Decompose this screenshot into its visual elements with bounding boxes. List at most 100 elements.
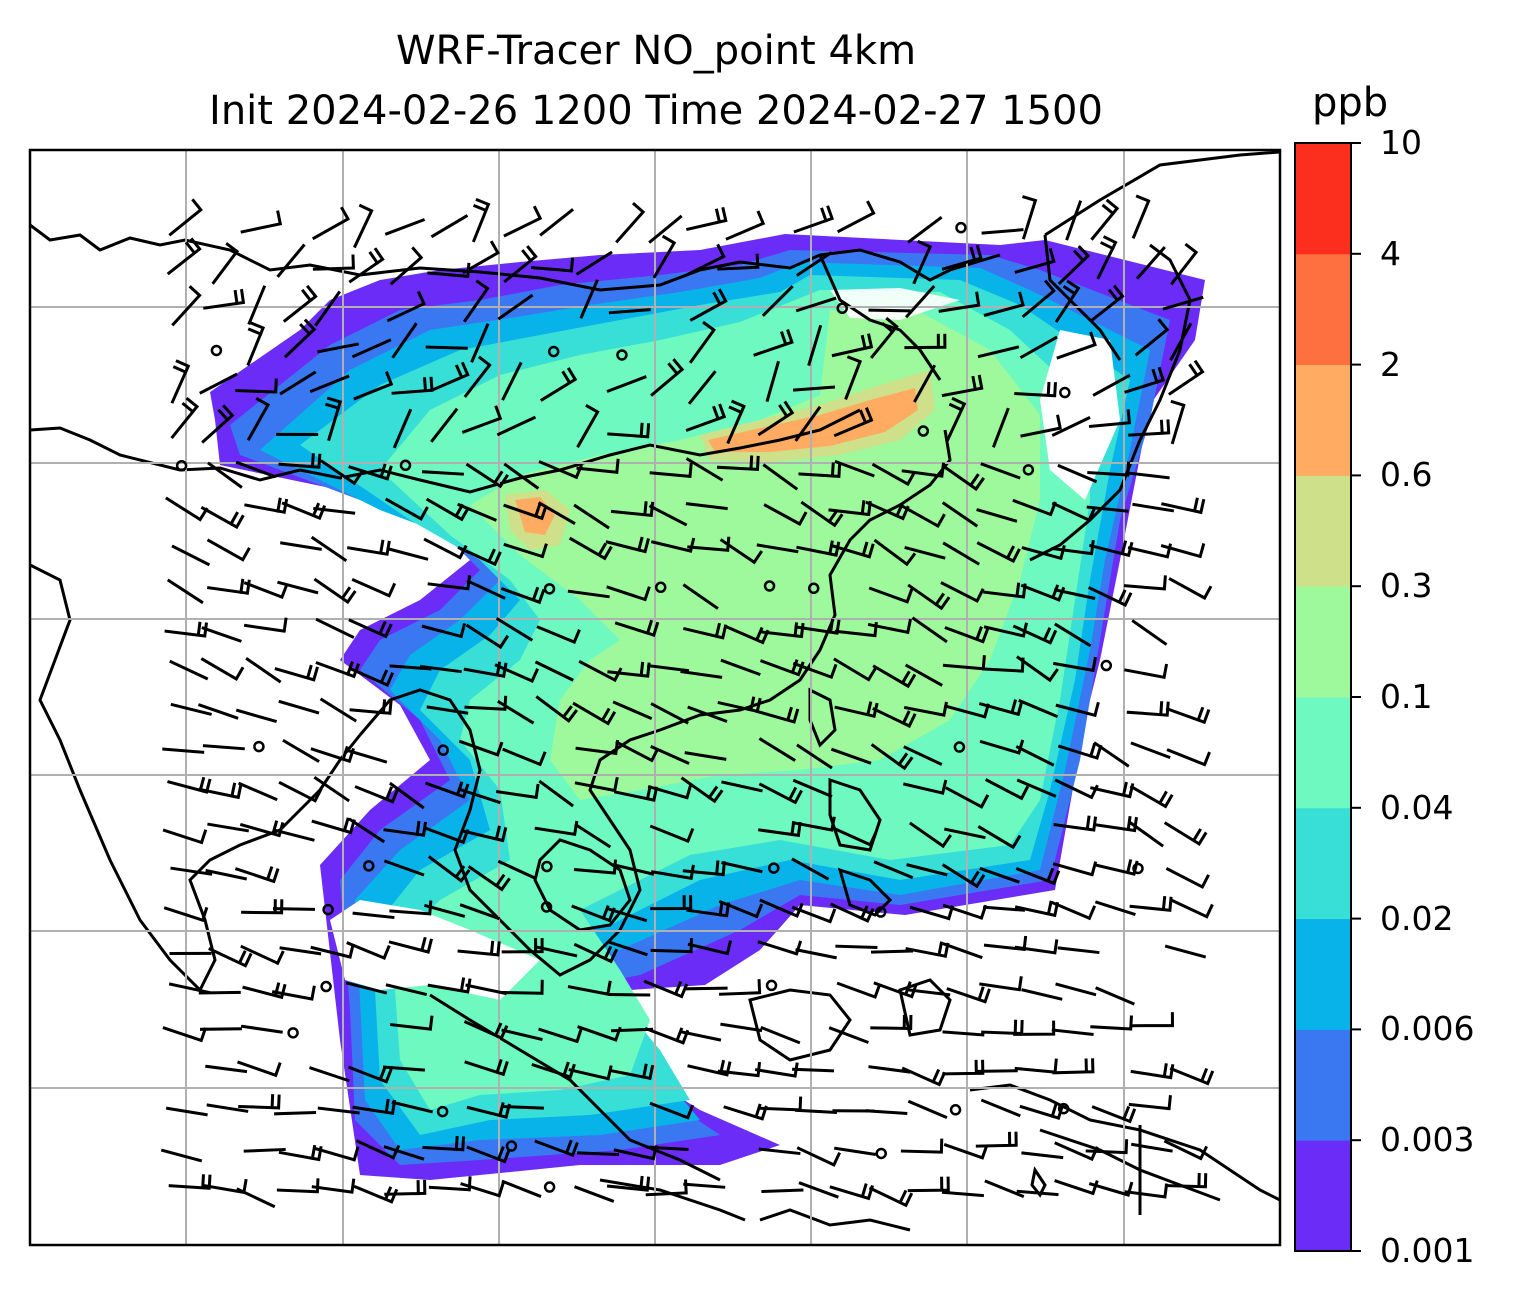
wind-barb [982,905,1026,912]
wind-barb [1088,409,1132,429]
wind-barb [238,1094,281,1110]
wind-barb [1135,246,1166,280]
wind-barb [170,702,213,716]
calm-wind-marker [1057,1102,1070,1115]
wind-barb [235,460,277,479]
wind-barb [1130,1142,1173,1153]
wind-barb [277,580,319,595]
wind-barb [242,982,287,1000]
wind-barb [1090,781,1135,799]
wind-barb [907,1099,948,1119]
wind-barb [389,781,425,810]
wind-barb [688,320,716,364]
calm-wind-marker [836,302,848,315]
wind-barb [1129,784,1174,809]
wind-barb [1128,1095,1172,1111]
wind-barb [201,404,235,444]
calm-wind-marker [807,582,820,595]
wind-barb [792,1067,835,1073]
wind-barb [1170,242,1199,286]
wind-barb [900,1138,944,1154]
wind-barb [535,695,578,723]
wind-barb [765,360,780,403]
wind-barb [457,546,502,567]
wind-barb [346,941,391,960]
wind-barb [501,1105,544,1110]
wind-barb [757,400,795,437]
wind-barb [467,865,511,892]
wind-barb [686,243,726,276]
colorbar-tick-label: 0.006 [1380,1009,1475,1049]
wind-barb [170,866,213,876]
wind-barb [457,940,501,957]
wind-barb [938,291,981,313]
wind-barb [383,859,425,877]
wind-barb [608,992,651,997]
wind-barb [1164,1172,1208,1189]
wind-barb [680,776,724,804]
wind-barb [606,375,647,393]
wind-barb [615,201,646,244]
wind-barb [309,374,350,394]
wind-barb [687,940,733,956]
wind-barb [833,407,874,438]
wind-barb [310,535,348,562]
wind-barb [795,948,837,960]
wind-barb [945,396,967,442]
wind-barb [463,355,492,398]
wind-barb [835,944,878,950]
wind-barb [757,940,803,956]
wind-barb [311,206,351,241]
wind-barb [907,216,943,244]
colorbar-tick-label: 2 [1380,344,1401,384]
wind-barb [1130,1063,1175,1080]
wind-barb [1057,463,1098,484]
wind-barb [200,657,245,681]
colorbar-tick-label: 10 [1380,123,1422,162]
wind-barb [683,1182,726,1189]
wind-barb [649,824,695,844]
wind-barb [494,663,539,683]
wind-barb [647,784,693,800]
wind-barb [530,257,575,273]
wind-barb [791,905,837,924]
wind-barb [314,290,341,327]
colorbar-band [1295,364,1351,476]
wind-barb [685,403,727,432]
wind-barb [794,1108,837,1114]
wind-barb [319,697,357,723]
wind-barb [872,707,917,729]
wind-barb [904,284,936,319]
calm-wind-marker [437,744,449,756]
wind-barb [1052,861,1098,877]
wind-barb [162,747,205,754]
wind-barb [313,776,350,803]
wind-barb [430,407,459,443]
wind-barb [1168,577,1213,601]
wind-barb [647,664,690,673]
wind-barb [243,1147,286,1153]
wind-barb [1131,194,1151,239]
wind-barb [246,396,271,441]
wind-barb [466,1145,511,1164]
wind-barb [278,453,322,469]
wind-barb [873,860,914,880]
wind-barb [1124,663,1169,680]
calm-wind-marker [768,862,780,874]
calm-wind-marker [1059,386,1071,399]
wind-barb [685,502,728,511]
wind-barb [1057,946,1100,955]
calm-wind-marker [320,980,332,993]
wind-barb [792,778,833,798]
wind-barb [1054,1179,1099,1196]
wind-barb [426,705,469,715]
wind-barb [390,1015,434,1031]
wind-barb [235,708,278,724]
wind-barb [1051,415,1091,437]
wind-barb [313,506,356,515]
wind-barb [313,577,357,605]
wind-barb [912,239,933,285]
wind-barb [315,617,355,639]
wind-barb [386,290,426,323]
wind-barb [205,1064,248,1074]
